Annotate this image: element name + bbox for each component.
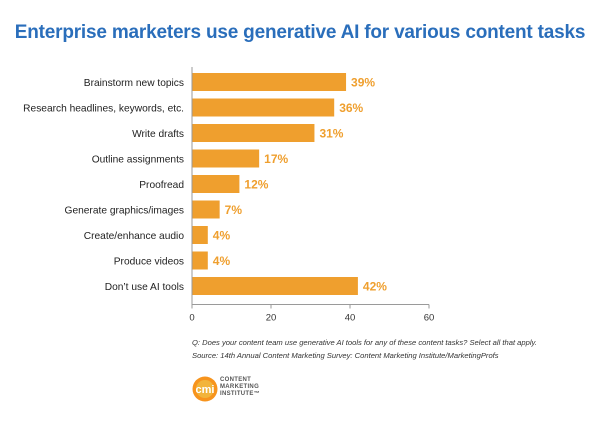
survey-question: Q: Does your content team use generative… (192, 338, 537, 347)
bar (192, 200, 220, 219)
category-label: Write drafts (132, 129, 184, 140)
x-tick-label: 0 (189, 313, 194, 324)
cmi-logo: cmi CONTENT MARKETING INSTITUTE™ (192, 374, 312, 408)
cmi-logo-icon: cmi (192, 376, 218, 402)
value-label: 4% (213, 229, 231, 243)
bar (192, 277, 358, 295)
value-label: 39% (351, 76, 375, 90)
x-tick-label: 20 (266, 313, 277, 324)
category-label: Don’t use AI tools (105, 282, 184, 293)
x-axis: 0 20 40 60 (189, 304, 435, 324)
value-label: 12% (244, 178, 268, 192)
bar (192, 251, 208, 270)
bar (192, 124, 315, 142)
x-tick-label: 40 (345, 313, 356, 324)
bar (192, 226, 208, 244)
chart-title: Enterprise marketers use generative AI f… (14, 22, 586, 43)
category-label: Generate graphics/images (65, 206, 184, 217)
logo-mark-text: cmi (196, 384, 215, 396)
logo-line-1: CONTENT (220, 377, 252, 383)
source-note: Source: 14th Annual Content Marketing Su… (192, 351, 499, 360)
chart-notes: Q: Does your content team use generative… (192, 336, 592, 362)
bar (192, 149, 260, 168)
category-label: Proofread (139, 180, 184, 191)
bars-group: Brainstorm new topics 39% Research headlin… (23, 67, 387, 305)
x-tick-label: 60 (424, 313, 435, 324)
value-label: 42% (363, 280, 387, 294)
logo-wordmark: CONTENT MARKETING INSTITUTE™ (220, 377, 260, 399)
bar (192, 175, 240, 193)
value-label: 17% (264, 152, 288, 166)
logo-line-3: INSTITUTE™ (220, 391, 260, 398)
bar-chart: Brainstorm new topics 39% Research headlin… (23, 67, 435, 324)
bar (192, 73, 347, 91)
value-label: 4% (213, 254, 231, 268)
category-label: Produce videos (114, 257, 184, 268)
category-label: Outline assignments (92, 155, 184, 166)
value-label: 31% (319, 127, 343, 141)
value-label: 36% (339, 101, 363, 115)
category-label: Research headlines, keywords, etc. (23, 104, 184, 115)
value-label: 7% (225, 203, 243, 217)
logo-line-2: MARKETING (220, 384, 260, 391)
bar (192, 98, 335, 117)
category-label: Create/enhance audio (84, 231, 185, 242)
category-label: Brainstorm new topics (84, 78, 184, 89)
